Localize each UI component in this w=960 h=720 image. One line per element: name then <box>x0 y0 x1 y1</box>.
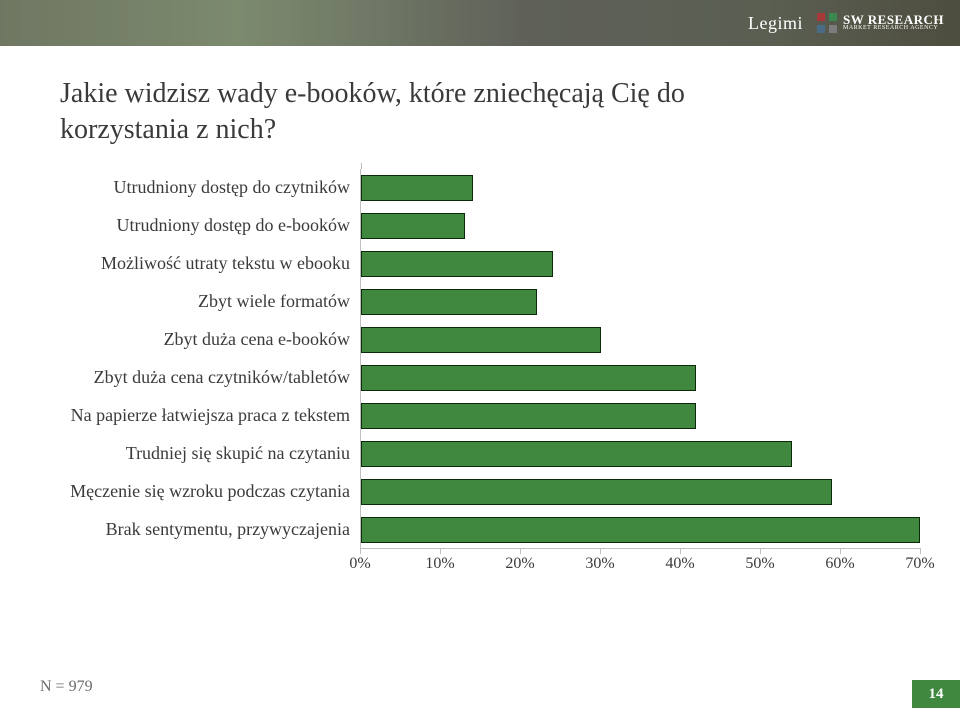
bar <box>361 327 601 353</box>
sw-squares-icon <box>817 13 837 33</box>
x-tick: 20% <box>490 549 550 573</box>
bar-label: Możliwość utraty tekstu w ebooku <box>30 245 360 283</box>
x-tick: 10% <box>410 549 470 573</box>
chart: Utrudniony dostęp do czytnikówUtrudniony… <box>30 169 920 579</box>
bar <box>361 213 465 239</box>
bar-label: Zbyt duża cena e-booków <box>30 321 360 359</box>
bar-label: Zbyt wiele formatów <box>30 283 360 321</box>
bar <box>361 175 473 201</box>
sw-research-logo: SW RESEARCH MARKET RESEARCH AGENCY <box>817 13 944 33</box>
sw-text: SW RESEARCH MARKET RESEARCH AGENCY <box>843 14 944 31</box>
bar-label: Na papierze łatwiejsza praca z tekstem <box>30 397 360 435</box>
page-title: Jakie widzisz wady e-booków, które zniec… <box>60 76 700 149</box>
bar-label: Męczenie się wzroku podczas czytania <box>30 473 360 511</box>
x-tick: 60% <box>810 549 870 573</box>
bar-label: Brak sentymentu, przywyczajenia <box>30 511 360 549</box>
bar-label: Utrudniony dostęp do e-booków <box>30 207 360 245</box>
bar-label: Zbyt duża cena czytników/tabletów <box>30 359 360 397</box>
x-tick: 40% <box>650 549 710 573</box>
sample-size: N = 979 <box>40 678 93 696</box>
bar-label: Trudniej się skupić na czytaniu <box>30 435 360 473</box>
top-banner: Legimi SW RESEARCH MARKET RESEARCH AGENC… <box>0 0 960 46</box>
bar <box>361 251 553 277</box>
x-tick: 30% <box>570 549 630 573</box>
bar <box>361 517 920 543</box>
bar-label: Utrudniony dostęp do czytników <box>30 169 360 207</box>
bar <box>361 365 696 391</box>
bar <box>361 479 832 505</box>
page-number: 14 <box>912 680 960 708</box>
legimi-text: Legimi <box>748 13 803 34</box>
x-tick: 50% <box>730 549 790 573</box>
legimi-logo: Legimi <box>748 13 803 34</box>
bar <box>361 403 696 429</box>
x-tick: 70% <box>890 549 950 573</box>
x-tick: 0% <box>330 549 390 573</box>
bar <box>361 441 792 467</box>
sw-small: MARKET RESEARCH AGENCY <box>843 26 944 31</box>
bar <box>361 289 537 315</box>
